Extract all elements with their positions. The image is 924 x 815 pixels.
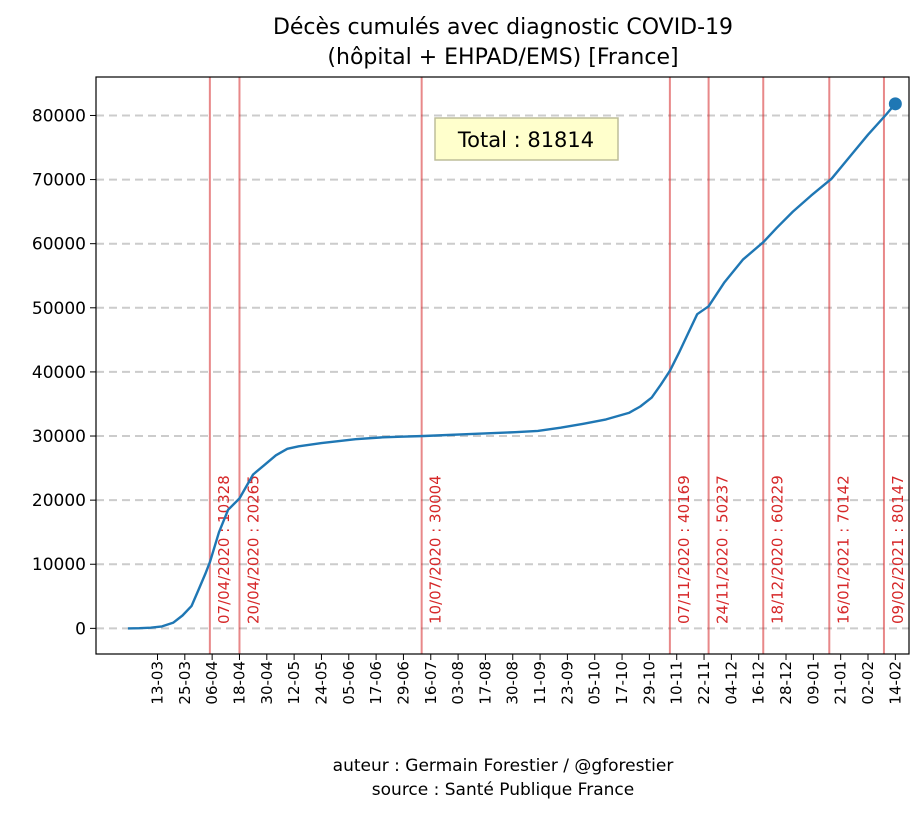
x-tick-label: 21-01 (832, 661, 850, 705)
footer-author: auteur : Germain Forestier / @gforestier (333, 756, 674, 776)
x-tick-label: 17-08 (476, 661, 494, 705)
y-tick-label: 60000 (32, 235, 86, 255)
x-tick-label: 05-10 (586, 661, 604, 705)
y-tick-label: 0 (75, 619, 86, 639)
y-tick-label: 40000 (32, 363, 86, 383)
total-label: Total : 81814 (457, 128, 594, 152)
y-tick-label: 20000 (32, 491, 86, 511)
grid-lines (96, 114, 909, 630)
vertical-marker-label: 24/11/2020 : 50237 (714, 475, 732, 624)
x-tick-label: 18-04 (230, 661, 248, 705)
plot-frame (95, 76, 910, 655)
x-tick-label: 24-05 (312, 661, 330, 705)
last-point-marker (888, 97, 902, 111)
x-tick-label: 16-07 (422, 661, 440, 705)
x-tick-label: 06-04 (203, 661, 221, 705)
axes: 0 10000 20000 30000 40000 50000 60000 70000 8000… (32, 76, 910, 705)
y-tick-label: 10000 (32, 555, 86, 575)
x-tick-label: 23-09 (558, 661, 576, 705)
vertical-marker-label: 18/12/2020 : 60229 (768, 475, 786, 624)
x-tick-label: 02-02 (859, 661, 877, 705)
vertical-marker-label: 09/02/2021 : 80147 (889, 475, 907, 624)
vertical-marker-label: 16/01/2021 : 70142 (834, 475, 852, 624)
vertical-marker-label: 20/04/2020 : 20265 (244, 475, 262, 624)
cumulative-deaths-line (127, 103, 897, 630)
x-tick-label: 22-11 (695, 661, 713, 705)
x-tick-label: 30-08 (504, 661, 522, 705)
x-tick-label: 11-09 (531, 661, 549, 705)
x-tick-label: 09-01 (804, 661, 822, 705)
x-tick-label: 05-06 (340, 661, 358, 705)
footer-source: source : Santé Publique France (372, 780, 634, 800)
x-tick-label: 04-12 (722, 661, 740, 705)
total-box (434, 117, 619, 161)
x-tick-label: 28-12 (777, 661, 795, 705)
vertical-markers: 07/04/2020 : 10328 20/04/2020 : 20265 10/0… (208, 77, 907, 654)
x-tick-label: 16-12 (750, 661, 768, 705)
vertical-marker-label: 07/11/2020 : 40169 (675, 475, 693, 624)
y-tick-label: 80000 (32, 106, 86, 126)
chart-title-line-2: (hôpital + EHPAD/EMS) [France] (327, 45, 678, 70)
chart-title-line-1: Décès cumulés avec diagnostic COVID-19 (273, 15, 733, 40)
vertical-marker-label: 07/04/2020 : 10328 (215, 475, 233, 624)
x-tick-label: 13-03 (148, 661, 166, 705)
x-tick-label: 12-05 (285, 661, 303, 705)
x-tick-label: 14-02 (886, 661, 904, 705)
x-tick-label: 29-06 (394, 661, 412, 705)
vertical-marker-label: 10/07/2020 : 30004 (427, 475, 445, 624)
y-tick-label: 50000 (32, 299, 86, 319)
x-tick-label: 29-10 (640, 661, 658, 705)
x-tick-label: 17-10 (613, 661, 631, 705)
series-layer (127, 97, 902, 630)
y-tick-label: 30000 (32, 427, 86, 447)
x-tick-label: 30-04 (258, 661, 276, 705)
y-tick-label: 70000 (32, 171, 86, 191)
x-tick-label: 17-06 (367, 661, 385, 705)
total-annotation: Total : 81814 (434, 117, 619, 161)
x-tick-label: 25-03 (176, 661, 194, 705)
x-tick-label: 10-11 (668, 661, 686, 705)
x-tick-label: 03-08 (449, 661, 467, 705)
